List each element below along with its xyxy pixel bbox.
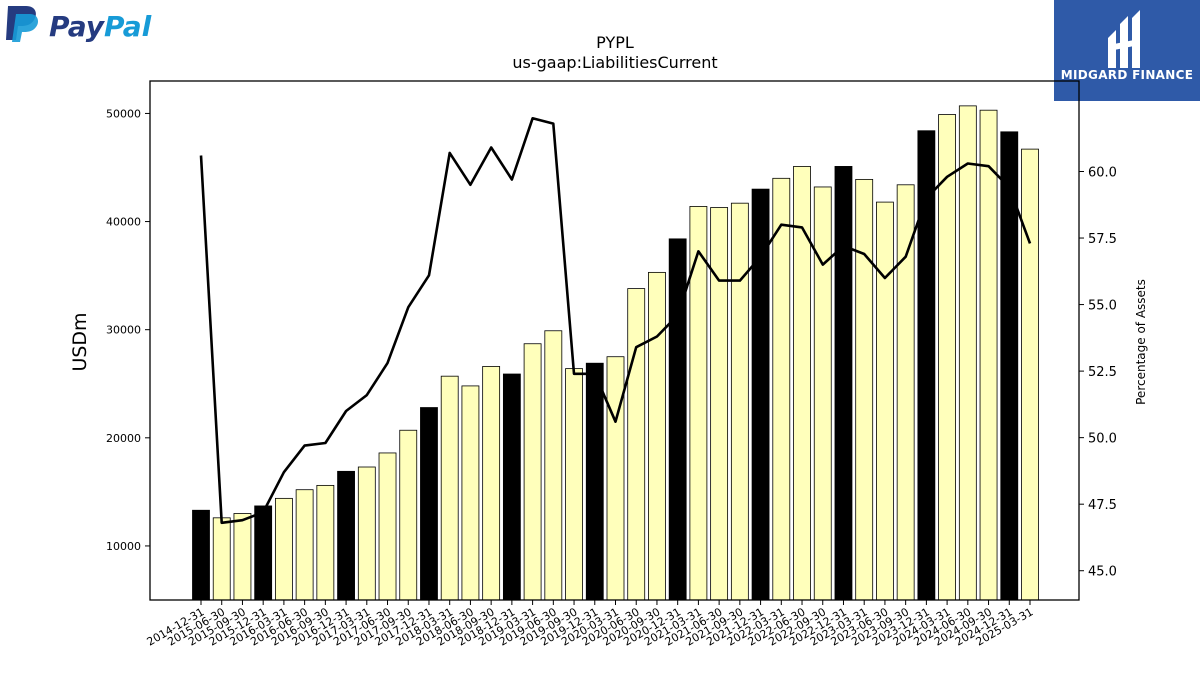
bar-2020-09-30 — [648, 271, 666, 601]
chart-title: PYPL — [596, 33, 634, 52]
bar-2015-06-30 — [212, 517, 231, 601]
bar-2021-12-31 — [751, 188, 770, 601]
y2-tick-label: 47.5 — [1088, 498, 1117, 513]
bar-2017-09-30 — [399, 429, 418, 601]
paypal-p-accent-icon — [12, 14, 38, 42]
midgard-emblem-icon — [1108, 10, 1140, 68]
y-axis-right: 45.0 47.5 50.0 52.5 55.0 57.5 60.0 — [1079, 165, 1117, 580]
y2-tick-label: 45.0 — [1088, 565, 1117, 580]
y2-tick-label: 52.5 — [1088, 365, 1117, 380]
bar-2020-06-30 — [627, 288, 646, 601]
y-tick-label: 30000 — [106, 324, 141, 337]
svg-text:PayPal: PayPal — [49, 10, 152, 43]
y2-tick-label: 57.5 — [1088, 232, 1117, 247]
bar-2019-06-30 — [544, 330, 563, 601]
bar-series — [192, 105, 1039, 601]
bar-2024-09-30 — [979, 109, 998, 601]
y2-tick-label: 60.0 — [1088, 165, 1117, 180]
bar-2019-12-31 — [585, 362, 604, 601]
y2-tick-label: 55.0 — [1088, 299, 1117, 314]
y-tick-label: 10000 — [106, 540, 141, 553]
bar-2016-09-30 — [316, 484, 335, 601]
bar-2022-12-31 — [834, 166, 853, 601]
bar-2017-12-31 — [420, 407, 438, 601]
bar-2018-06-30 — [461, 385, 480, 601]
bar-2024-06-30 — [958, 105, 977, 601]
y-tick-label: 40000 — [106, 216, 141, 229]
bar-2019-03-31 — [523, 343, 542, 601]
y-axis-left: 10000 20000 30000 40000 50000 — [106, 107, 150, 553]
bar-2020-03-31 — [606, 356, 625, 601]
y-axis-label: USDm — [69, 312, 91, 371]
paypal-logo-text-pay: Pay — [49, 10, 106, 43]
bar-2019-09-30 — [565, 368, 583, 601]
y-tick-label: 50000 — [106, 107, 141, 120]
bar-2022-06-30 — [793, 166, 811, 601]
bar-2023-09-30 — [896, 184, 915, 601]
midgard-finance-logo: MIDGARD FINANCE — [1054, 0, 1200, 101]
x-axis: 2014-12-312015-06-302015-09-302015-12-31… — [145, 600, 1036, 649]
plot-frame — [149, 80, 1080, 601]
bar-2018-03-31 — [440, 375, 459, 601]
paypal-logo: PayPal — [4, 4, 164, 44]
bar-2017-03-31 — [357, 466, 376, 601]
bar-2022-09-30 — [813, 186, 832, 601]
chart-subtitle: us-gaap:LiabilitiesCurrent — [512, 53, 717, 72]
bar-2021-09-30 — [730, 202, 749, 601]
bar-2015-12-31 — [254, 505, 273, 601]
line-series — [199, 117, 1032, 525]
paypal-logo-text-pal: Pal — [104, 10, 152, 43]
percentage-line — [199, 117, 1032, 525]
bar-2016-03-31 — [274, 497, 293, 601]
bar-2023-03-31 — [855, 178, 874, 601]
bar-2025-03-31 — [1021, 148, 1039, 601]
bar-2016-12-31 — [337, 470, 355, 601]
y2-tick-label: 50.0 — [1088, 432, 1117, 447]
bar-2024-03-31 — [938, 114, 956, 601]
bar-2016-06-30 — [295, 489, 314, 601]
bar-2022-03-31 — [772, 177, 791, 601]
publisher-name: MIDGARD FINANCE — [1060, 68, 1194, 82]
bar-2023-06-30 — [876, 201, 894, 601]
bar-2014-12-31 — [192, 509, 210, 601]
bar-2015-09-30 — [233, 513, 252, 601]
y-tick-label: 20000 — [106, 432, 141, 445]
bar-2018-12-31 — [502, 373, 521, 601]
bar-2018-09-30 — [482, 366, 501, 601]
bar-2021-06-30 — [710, 207, 729, 601]
bar-2017-06-30 — [378, 452, 397, 601]
y2-axis-label: Percentage of Assets — [1134, 279, 1148, 405]
